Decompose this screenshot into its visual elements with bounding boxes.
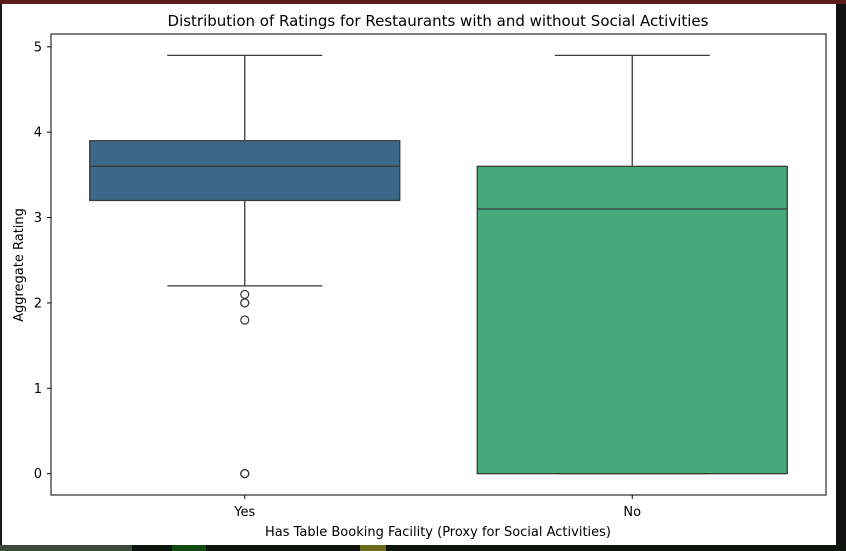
box-body [89, 140, 401, 202]
right-window-edge [836, 4, 846, 551]
taskbar-segment [0, 545, 132, 551]
box-yes [89, 54, 401, 479]
y-axis: 0 1 2 3 4 5 [34, 40, 51, 482]
outlier-point [240, 289, 250, 299]
x-axis: Yes No [233, 495, 641, 520]
box-plot: Distribution of Ratings for Restaurants … [12, 12, 827, 540]
y-axis-label: Aggregate Rating [12, 208, 27, 322]
top-window-strip [0, 0, 846, 4]
y-tick-label: 2 [34, 296, 42, 311]
left-window-edge [0, 4, 2, 551]
outlier-point [240, 298, 250, 308]
bottom-taskbar-strip [0, 545, 846, 551]
x-tick-label: No [623, 505, 641, 520]
outlier-point [240, 315, 250, 325]
plot-area-frame [50, 33, 827, 496]
outlier-point [240, 469, 250, 479]
y-tick-label: 4 [34, 126, 42, 141]
taskbar-segment [360, 545, 386, 551]
x-tick-label: Yes [233, 505, 255, 520]
taskbar-segment [172, 545, 206, 551]
box-series [89, 54, 788, 479]
chart-canvas: Distribution of Ratings for Restaurants … [2, 4, 836, 545]
chart-title: Distribution of Ratings for Restaurants … [168, 12, 709, 30]
box-body [476, 165, 788, 475]
y-tick-label: 1 [34, 382, 42, 397]
y-tick-label: 0 [34, 467, 42, 482]
y-tick-label: 3 [34, 211, 42, 226]
y-tick-label: 5 [34, 40, 42, 55]
x-axis-label: Has Table Booking Facility (Proxy for So… [265, 525, 611, 540]
box-no [476, 54, 788, 475]
